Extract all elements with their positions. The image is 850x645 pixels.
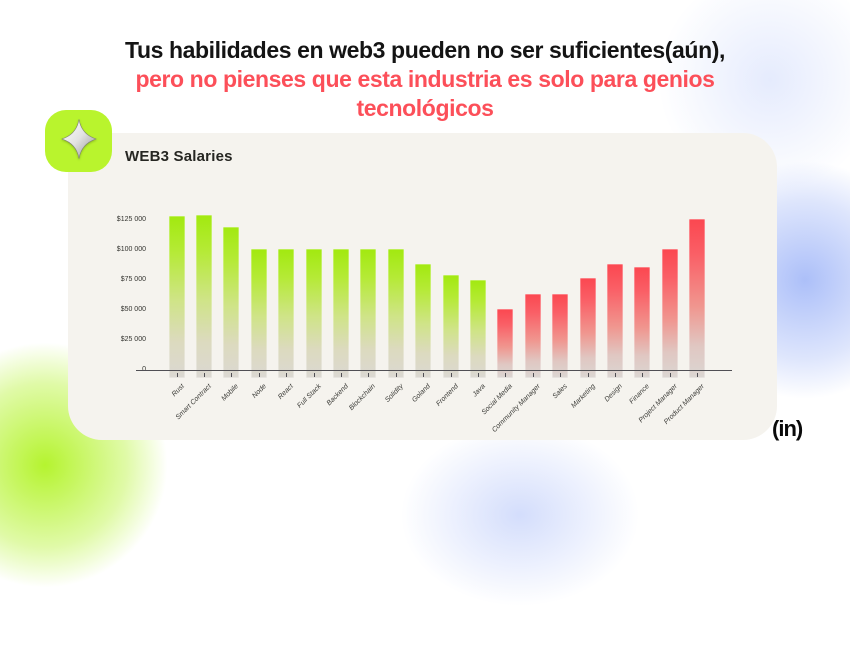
bar-column: Frontend: [435, 203, 464, 408]
x-tick-mark: [697, 373, 699, 377]
bar-column: Marketing: [570, 203, 601, 410]
x-tick-mark: [258, 373, 260, 377]
bar-column: Mobile: [218, 203, 245, 403]
x-tick-mark: [395, 373, 397, 377]
bars-row: Rust Smart Contract Mobile Node React Full St…: [163, 203, 711, 434]
chart-card: WEB3 Salaries $125 000 $100 000 $75 000 $50…: [68, 133, 777, 440]
x-tick-mark: [477, 373, 479, 377]
x-tick-mark: [614, 373, 616, 377]
bar-frontend: [442, 275, 459, 378]
bar-column: Rust: [163, 203, 190, 398]
bar-product-manager: [689, 218, 706, 378]
bar-column: Social Media: [481, 203, 519, 416]
bar-column: Smart Contract: [175, 203, 217, 421]
bar-solidity: [387, 248, 404, 378]
chart-title: WEB3 Salaries: [125, 148, 233, 165]
page-title-black-line: Tus habilidades en web3 pueden no ser su…: [125, 37, 725, 63]
bar-column: Solidity: [382, 203, 409, 404]
page-title-red-line-2: tecnológicos: [356, 95, 494, 121]
brand-wordmark: (in): [772, 416, 803, 441]
x-tick-mark: [587, 373, 589, 377]
bar-backend: [333, 248, 350, 378]
sparkle-icon: [58, 114, 100, 169]
page-title: Tus habilidades en web3 pueden no ser su…: [0, 36, 850, 123]
bar-react: [278, 248, 295, 378]
x-tick-mark: [642, 373, 644, 377]
bar-community-manager: [524, 294, 541, 378]
bar-column: Product Manager: [663, 203, 710, 426]
bar-full-stack: [305, 248, 322, 378]
x-tick-mark: [423, 373, 425, 377]
y-tick-label: $125 000: [116, 216, 146, 223]
bar-smart-contract: [196, 215, 213, 378]
bar-column: Community Manager: [491, 203, 546, 434]
x-tick-mark: [231, 373, 233, 377]
bar-column: Goland: [410, 203, 437, 404]
bar-finance: [634, 266, 651, 378]
y-tick-label: $75 000: [120, 276, 146, 283]
bar-java: [469, 280, 486, 378]
bar-column: Project Manager: [637, 203, 683, 424]
x-tick-mark: [669, 373, 671, 377]
x-tick-mark: [286, 373, 288, 377]
bar-column: Full Stack: [296, 203, 327, 410]
bar-blockchain: [360, 248, 377, 378]
x-tick-mark: [176, 373, 178, 377]
bar-design: [606, 264, 623, 378]
bar-sales: [552, 294, 569, 378]
x-tick-mark: [204, 373, 206, 377]
bar-social-media: [497, 308, 514, 378]
bar-column: React: [273, 203, 300, 401]
x-tick-mark: [450, 373, 452, 377]
page-title-red-line-1: pero no pienses que esta industria es so…: [135, 66, 715, 92]
y-tick-label: $100 000: [116, 246, 146, 253]
plot-area: Rust Smart Contract Mobile Node React Full St…: [136, 203, 732, 434]
bar-column: Backend: [326, 203, 354, 407]
x-tick-mark: [341, 373, 343, 377]
bar-column: Finance: [629, 203, 656, 406]
bar-rust: [168, 216, 185, 378]
bar-mobile: [223, 227, 240, 378]
x-tick-mark: [368, 373, 370, 377]
x-tick-mark: [560, 373, 562, 377]
x-tick-mark: [505, 373, 507, 377]
x-tick-mark: [313, 373, 315, 377]
brand-logo-badge: [45, 110, 112, 172]
bar-column: Node: [245, 203, 272, 400]
bar-column: Java: [464, 203, 491, 398]
x-tick-mark: [532, 373, 534, 377]
bar-marketing: [579, 277, 596, 378]
x-axis-line: [136, 369, 732, 371]
bar-column: Sales: [546, 203, 573, 400]
bar-column: Blockchain: [348, 203, 382, 412]
bar-column: Design: [601, 203, 628, 403]
bar-node: [250, 248, 267, 378]
bar-goland: [415, 264, 432, 378]
bar-project-manager: [661, 248, 678, 378]
